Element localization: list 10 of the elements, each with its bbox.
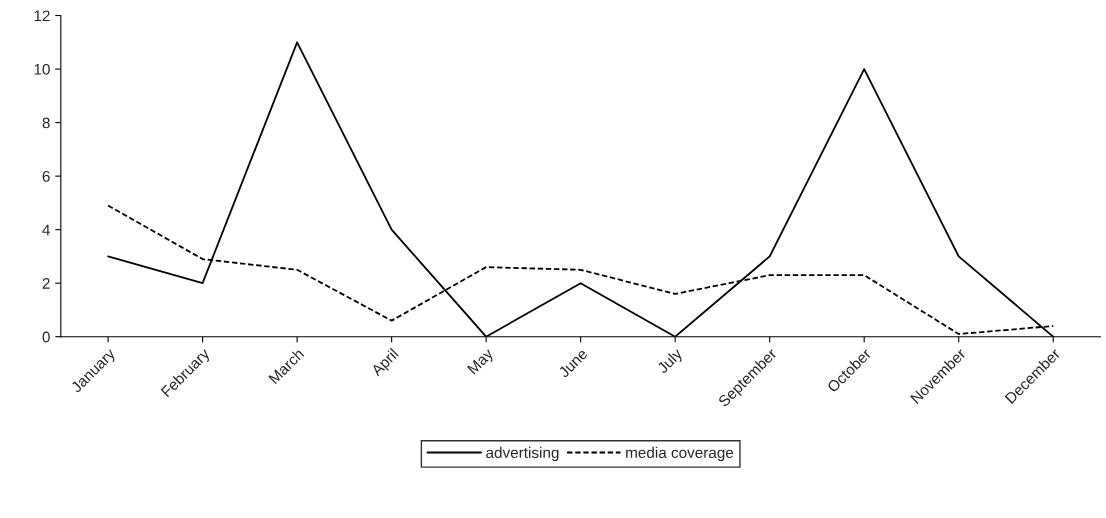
- x-tick-label: July: [656, 347, 686, 377]
- y-tick-label: 6: [42, 170, 50, 182]
- y-tick-label: 10: [34, 63, 50, 75]
- y-tick-label: 2: [42, 278, 50, 289]
- legend-label: advertising: [486, 446, 559, 462]
- y-tick-label: 8: [42, 117, 50, 129]
- y-tick-label: 12: [34, 10, 50, 22]
- legend-label: media coverage: [626, 446, 734, 462]
- y-tick-label: 4: [42, 224, 50, 236]
- y-tick-label: 0: [42, 331, 50, 343]
